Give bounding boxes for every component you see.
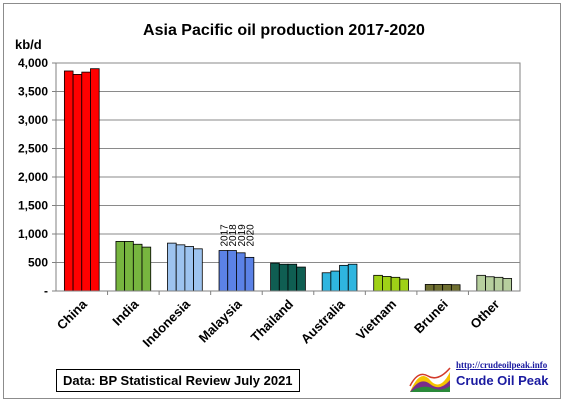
x-tick-label: Brunei <box>411 297 451 337</box>
x-tick-label: Other <box>467 297 502 332</box>
y-tick-label: - <box>44 284 48 298</box>
bar <box>236 252 246 292</box>
logo-emblem-icon <box>408 362 452 394</box>
y-tick-label: 3,000 <box>18 113 48 127</box>
y-tick-label: 2,500 <box>18 142 48 156</box>
x-tick-label: Australia <box>298 296 348 346</box>
logo-name: Crude Oil Peak <box>456 373 549 388</box>
bar <box>442 284 452 292</box>
x-tick-label: Indonesia <box>139 296 193 350</box>
bar <box>167 242 177 292</box>
bar <box>141 246 152 292</box>
bar <box>193 248 203 292</box>
logo-url[interactable]: http://crudeoilpeak.info <box>456 360 548 370</box>
chart-title: Asia Pacific oil production 2017-2020 <box>143 22 425 39</box>
x-tick-label: China <box>54 296 91 333</box>
bar <box>433 284 444 292</box>
y-tick-label: 4,000 <box>18 56 48 70</box>
y-tick-label: 1,000 <box>18 227 48 241</box>
year-annotation-label: 2019 <box>237 224 248 247</box>
bar <box>330 270 340 292</box>
bar <box>132 243 143 292</box>
bar <box>502 278 513 292</box>
bar <box>184 246 194 292</box>
bar <box>175 244 186 292</box>
bar <box>278 263 289 292</box>
bar <box>124 241 134 292</box>
bar <box>81 71 91 292</box>
y-axis-unit-label: kb/d <box>15 37 42 52</box>
bar <box>382 276 392 292</box>
bar <box>347 263 358 292</box>
x-tick-label: Thailand <box>248 296 296 344</box>
year-annotation-label: 2020 <box>245 224 256 247</box>
bar <box>450 284 461 292</box>
bar <box>115 241 126 292</box>
bar <box>476 274 486 292</box>
bar <box>218 250 229 292</box>
x-tick-label: India <box>109 296 142 329</box>
bar <box>63 70 74 292</box>
year-annotation-label: 2018 <box>228 224 239 247</box>
y-tick-label: 1,500 <box>18 199 48 213</box>
bar <box>72 74 83 292</box>
bar <box>90 68 100 292</box>
crude-oil-peak-logo: http://crudeoilpeak.info Crude Oil Peak <box>408 360 558 394</box>
x-tick-label: Malaysia <box>196 296 245 345</box>
bar <box>485 276 495 292</box>
bar <box>390 276 401 292</box>
bar <box>227 250 237 292</box>
bar <box>373 274 383 292</box>
bar <box>287 263 298 292</box>
bar <box>321 272 332 292</box>
source-note: Data: BP Statistical Review July 2021 <box>56 369 300 392</box>
y-tick-label: 3,500 <box>18 85 48 99</box>
bar <box>399 278 409 292</box>
bar <box>296 266 306 292</box>
year-annotation-label: 2017 <box>219 224 230 247</box>
bar <box>339 264 349 292</box>
x-tick-label: Vietnam <box>353 297 399 343</box>
y-tick-label: 500 <box>28 256 48 270</box>
bar <box>270 262 280 292</box>
y-tick-label: 2,000 <box>18 170 48 184</box>
bar <box>244 256 255 292</box>
bar <box>493 276 504 292</box>
bar <box>424 284 435 292</box>
